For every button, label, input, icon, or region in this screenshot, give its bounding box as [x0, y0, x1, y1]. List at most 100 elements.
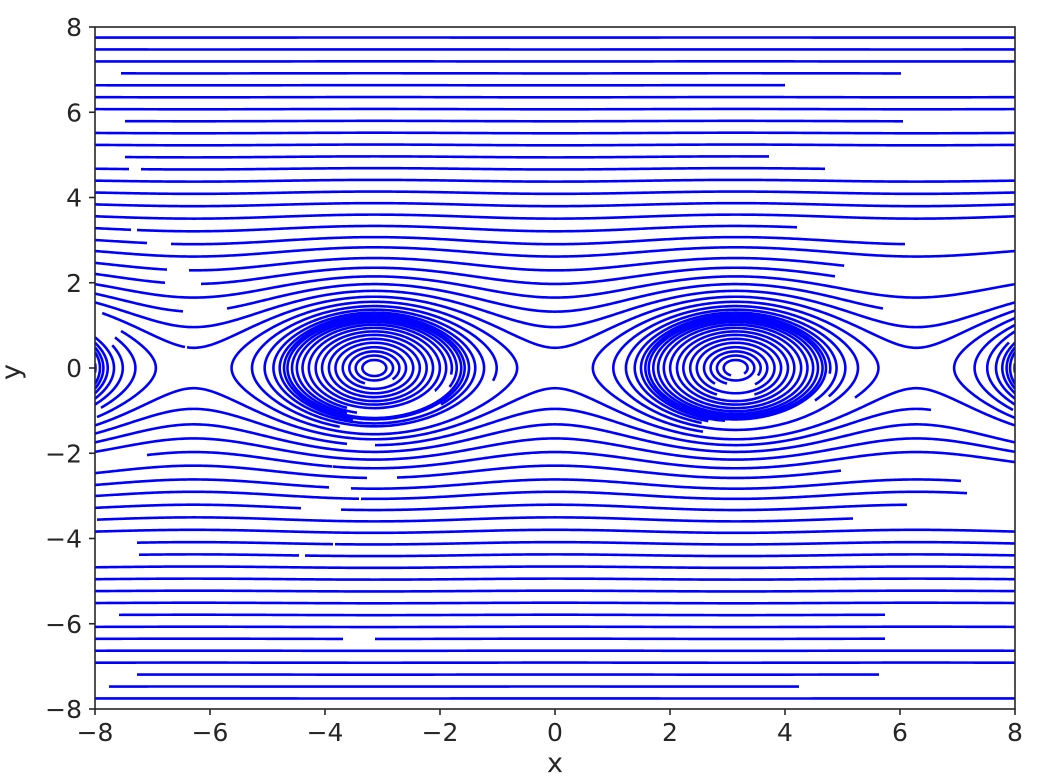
streamline [95, 143, 1015, 147]
x-tick-label: 6 [892, 718, 908, 747]
streamline [327, 337, 422, 399]
streamline [307, 326, 442, 410]
streamline [709, 350, 762, 385]
streamline [334, 540, 1015, 546]
y-tick-label: 2 [66, 269, 82, 298]
streamline [591, 300, 880, 433]
streamline [341, 345, 408, 391]
streamline [612, 304, 860, 432]
streamline [120, 201, 1015, 208]
streamline [162, 213, 1015, 220]
streamline [374, 407, 932, 447]
streamline-layer [95, 36, 1015, 700]
x-tick-label: 4 [777, 718, 793, 747]
streamline [1005, 346, 1015, 390]
streamline [95, 301, 182, 328]
streamline [96, 516, 854, 523]
streamline [95, 577, 1015, 581]
streamline [95, 503, 302, 510]
streamline [278, 313, 471, 421]
streamline [95, 601, 1015, 605]
streamline [973, 323, 1015, 412]
streamline [644, 315, 828, 421]
streamline [174, 246, 1015, 258]
y-tick-label: 0 [66, 354, 82, 383]
streamline [651, 318, 820, 418]
streamline [95, 249, 176, 258]
streamline [396, 464, 842, 480]
streamline [290, 318, 459, 415]
streamline [662, 323, 809, 413]
streamline [166, 190, 1015, 196]
streamline [166, 275, 1015, 299]
streamline [985, 330, 1015, 406]
streamline [356, 423, 1015, 454]
streamline [95, 344, 125, 406]
streamline [146, 450, 333, 468]
streamline [101, 311, 186, 349]
streamline [138, 553, 300, 557]
streamline [124, 155, 770, 159]
y-tick-label: 6 [66, 98, 82, 127]
streamline [200, 266, 836, 286]
y-axis-label: y [0, 364, 27, 380]
streamline [95, 336, 116, 400]
streamline [702, 345, 769, 386]
streamline [295, 320, 454, 414]
streamline [688, 337, 783, 396]
streamline [95, 191, 168, 196]
streamline [136, 224, 798, 233]
streamline [304, 553, 1015, 558]
streamline [952, 316, 1015, 420]
streamline [95, 589, 1015, 593]
streamline [136, 540, 334, 546]
streamline [354, 354, 395, 382]
streamline [96, 329, 158, 419]
y-tick-label: −2 [45, 439, 82, 468]
streamline [647, 316, 824, 420]
streamline [994, 341, 1015, 400]
streamline [230, 300, 519, 436]
x-tick-label: 0 [547, 718, 563, 747]
streamline [362, 528, 1015, 535]
streamline [226, 282, 884, 313]
streamline [122, 131, 1015, 135]
streamline [624, 308, 847, 425]
streamline [95, 272, 167, 285]
streamline [95, 341, 110, 395]
streamline [263, 308, 486, 428]
streamline [95, 407, 348, 446]
streamline [715, 354, 756, 382]
streamline [361, 358, 388, 378]
streamline [95, 386, 352, 440]
streamline [180, 289, 1015, 329]
streamline [250, 304, 498, 429]
x-tick-label: −6 [192, 718, 229, 747]
y-tick-label: 8 [66, 13, 82, 42]
streamline [1008, 351, 1015, 385]
streamline [186, 295, 1015, 350]
streamline [350, 386, 1015, 441]
streamline [286, 316, 463, 420]
streamline [95, 292, 184, 313]
streamline [95, 565, 1015, 570]
streamline [95, 178, 1015, 183]
streamline [340, 503, 908, 512]
streamline [656, 320, 815, 416]
streamline [682, 333, 790, 403]
streamline [95, 261, 168, 271]
streamline [95, 437, 354, 461]
streamline [95, 346, 105, 390]
y-tick-label: −4 [45, 525, 82, 554]
streamline [633, 311, 838, 423]
streamline [95, 464, 368, 480]
streamline [95, 528, 364, 535]
y-tick-label: −8 [45, 695, 82, 724]
streamline [301, 323, 448, 410]
streamline [99, 336, 137, 410]
streamline [334, 341, 415, 395]
streamline [95, 351, 102, 385]
streamline [95, 214, 165, 220]
streamline [95, 226, 132, 232]
